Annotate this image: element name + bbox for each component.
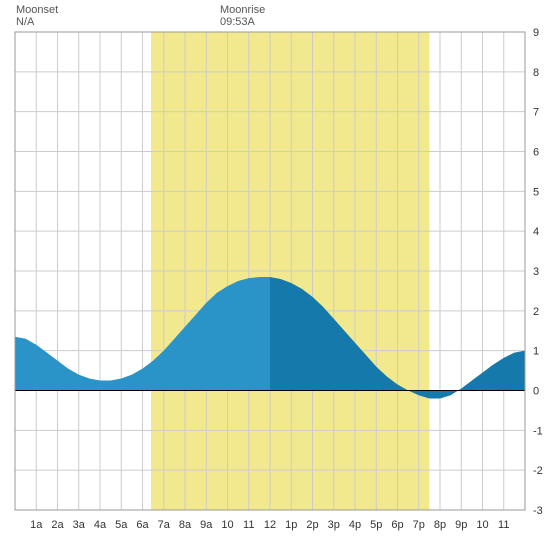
x-tick-label: 2a xyxy=(51,519,64,531)
x-tick-label: 7a xyxy=(158,519,171,531)
moonset-label: Moonset N/A xyxy=(16,4,58,28)
y-tick-label: 1 xyxy=(533,346,539,358)
x-tick-label: 4a xyxy=(94,519,107,531)
x-tick-label: 4p xyxy=(349,519,361,531)
x-tick-label: 8a xyxy=(179,519,192,531)
moonset-value: N/A xyxy=(16,16,58,28)
y-tick-label: -3 xyxy=(533,505,543,517)
y-tick-label: 9 xyxy=(533,27,539,39)
x-tick-label: 1p xyxy=(285,519,297,531)
x-tick-label: 11 xyxy=(498,519,509,531)
moonrise-title: Moonrise xyxy=(220,4,265,16)
y-tick-label: 3 xyxy=(533,266,539,278)
moonset-title: Moonset xyxy=(16,4,58,16)
x-tick-label: 8p xyxy=(434,519,446,531)
x-tick-label: 3a xyxy=(73,519,86,531)
x-tick-label: 1a xyxy=(30,519,43,531)
y-tick-label: 8 xyxy=(533,67,539,79)
moonrise-value: 09:53A xyxy=(220,16,265,28)
x-tick-label: 11 xyxy=(243,519,254,531)
y-tick-label: 4 xyxy=(533,226,539,238)
x-tick-label: 7p xyxy=(413,519,425,531)
x-tick-label: 10 xyxy=(221,519,233,531)
tide-chart-container: Moonset N/A Moonrise 09:53A -3-2-1012345… xyxy=(0,0,550,550)
y-tick-label: 6 xyxy=(533,147,539,159)
y-tick-label: 2 xyxy=(533,306,539,318)
x-tick-label: 10 xyxy=(476,519,488,531)
y-tick-label: 5 xyxy=(533,186,539,198)
x-tick-label: 5a xyxy=(115,519,128,531)
x-tick-label: 6p xyxy=(391,519,403,531)
moonrise-label: Moonrise 09:53A xyxy=(220,4,265,28)
x-tick-label: 6a xyxy=(136,519,149,531)
y-tick-label: 0 xyxy=(533,386,539,398)
tide-chart: -3-2-101234567891a2a3a4a5a6a7a8a9a101112… xyxy=(0,0,550,550)
x-tick-label: 3p xyxy=(328,519,340,531)
x-tick-label: 2p xyxy=(306,519,318,531)
y-tick-label: 7 xyxy=(533,107,539,119)
x-tick-label: 9p xyxy=(455,519,467,531)
y-tick-label: -1 xyxy=(533,425,543,437)
y-tick-label: -2 xyxy=(533,465,543,477)
x-tick-label: 5p xyxy=(370,519,382,531)
x-tick-label: 9a xyxy=(200,519,213,531)
x-tick-label: 12 xyxy=(264,519,276,531)
